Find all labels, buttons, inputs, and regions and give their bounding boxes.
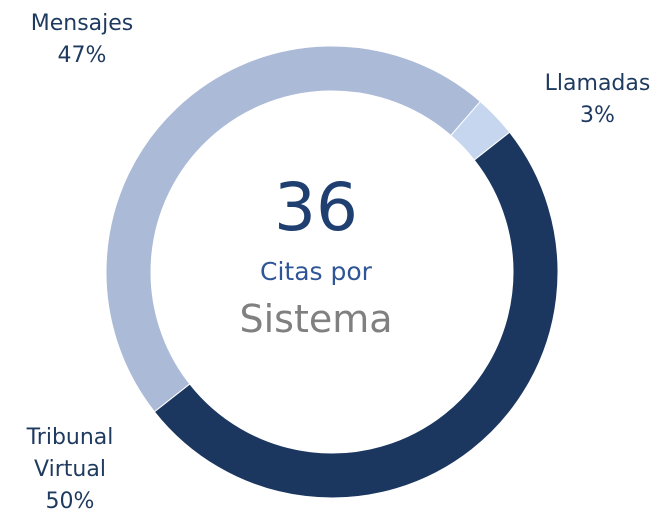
center-number: 36 xyxy=(274,169,358,246)
donut-segment xyxy=(105,45,481,413)
category-label: Mensajes xyxy=(30,11,134,36)
donut-segment xyxy=(153,131,559,499)
value-label: 50% xyxy=(45,489,95,514)
category-label: Llamadas xyxy=(544,71,651,96)
value-label: 3% xyxy=(580,103,615,128)
segment-label: Mensajes 47% xyxy=(2,8,162,72)
segment-label: Tribunal Virtual 50% xyxy=(20,422,120,518)
category-label: Tribunal Virtual xyxy=(26,425,114,482)
center-line: Sistema xyxy=(239,297,392,341)
value-label: 47% xyxy=(57,43,107,68)
center-line: Citas por xyxy=(260,257,373,286)
segment-label: Llamadas 3% xyxy=(530,68,659,132)
